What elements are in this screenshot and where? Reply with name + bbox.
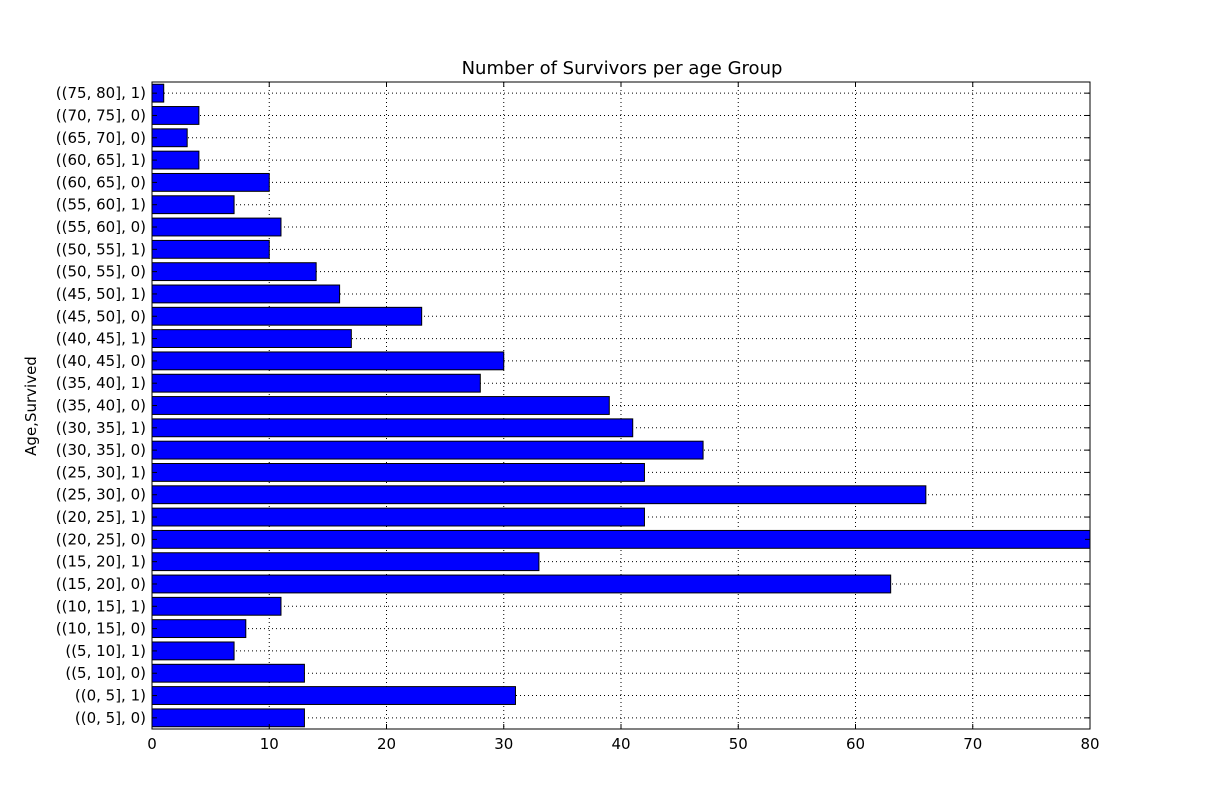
bar — [151, 284, 341, 304]
bar — [151, 641, 235, 661]
bar — [151, 150, 200, 170]
axis-ticks — [151, 82, 1091, 729]
bar — [151, 663, 305, 683]
y-axis-label: Age,Survived — [22, 356, 40, 456]
y-tick-label: ((60, 65], 1) — [56, 151, 146, 169]
bar — [151, 106, 200, 125]
y-tick-label: ((0, 5], 0) — [75, 709, 146, 727]
x-tick-label: 50 — [729, 735, 748, 753]
y-tick-label: ((45, 50], 0) — [56, 307, 146, 325]
y-tick-label: ((15, 20], 0) — [56, 575, 146, 593]
bar — [151, 239, 270, 259]
bar — [151, 708, 305, 728]
y-tick-labels: ((0, 5], 0) ((0, 5], 1) ((5, 10], 0) ((5, 1… — [56, 84, 146, 727]
y-tick-label: ((50, 55], 0) — [56, 263, 146, 281]
y-tick-label: ((10, 15], 1) — [56, 597, 146, 615]
x-tick-label: 60 — [846, 735, 865, 753]
bar — [151, 172, 270, 192]
y-tick-label: ((55, 60], 1) — [56, 196, 146, 214]
bar — [151, 574, 892, 594]
x-tick-label: 80 — [1080, 735, 1099, 753]
y-tick-label: ((35, 40], 0) — [56, 397, 146, 415]
x-tick-label: 0 — [147, 735, 157, 753]
y-tick-label: ((35, 40], 1) — [56, 374, 146, 392]
y-tick-label: ((5, 10], 1) — [65, 642, 146, 660]
x-tick-label: 70 — [963, 735, 982, 753]
bar — [151, 440, 704, 460]
y-tick-label: ((75, 80], 1) — [56, 84, 146, 102]
y-tick-label: ((10, 15], 0) — [56, 620, 146, 638]
bar — [151, 552, 540, 572]
y-tick-label: ((25, 30], 0) — [56, 486, 146, 504]
bar — [151, 686, 516, 705]
y-tick-label: ((30, 35], 0) — [56, 441, 146, 459]
bar — [151, 128, 188, 148]
bar — [151, 195, 235, 215]
y-tick-label: ((20, 25], 0) — [56, 530, 146, 548]
y-tick-label: ((70, 75], 0) — [56, 106, 146, 124]
x-tick-label: 30 — [494, 735, 513, 753]
bar — [151, 329, 352, 348]
bar — [151, 396, 610, 415]
y-tick-label: ((15, 20], 1) — [56, 553, 146, 571]
bar — [151, 217, 282, 237]
bar — [151, 507, 645, 527]
bars — [151, 83, 1091, 728]
y-tick-label: ((55, 60], 0) — [56, 218, 146, 236]
y-tick-label: ((40, 45], 0) — [56, 352, 146, 370]
y-tick-label: ((45, 50], 1) — [56, 285, 146, 303]
y-tick-label: ((20, 25], 1) — [56, 508, 146, 526]
y-tick-label: ((5, 10], 0) — [65, 664, 146, 682]
x-tick-label: 40 — [611, 735, 630, 753]
y-tick-label: ((60, 65], 0) — [56, 173, 146, 191]
y-tick-label: ((50, 55], 1) — [56, 240, 146, 258]
y-tick-label: ((25, 30], 1) — [56, 463, 146, 481]
x-tick-label: 10 — [260, 735, 279, 753]
bar — [151, 529, 1091, 549]
y-tick-label: ((30, 35], 1) — [56, 419, 146, 437]
x-tick-labels: 0 10 20 30 40 50 60 70 80 — [147, 735, 1099, 753]
x-tick-label: 20 — [377, 735, 396, 753]
bar — [151, 463, 645, 482]
y-tick-label: ((0, 5], 1) — [75, 687, 146, 705]
bar — [151, 596, 282, 616]
bar — [151, 373, 481, 393]
y-tick-label: ((40, 45], 1) — [56, 330, 146, 348]
bar — [151, 418, 634, 438]
bar — [151, 351, 505, 371]
bar — [151, 619, 247, 639]
y-tick-label: ((65, 70], 0) — [56, 129, 146, 147]
chart-title: Number of Survivors per age Group — [462, 58, 783, 79]
bar — [151, 306, 423, 326]
bar — [151, 262, 317, 282]
bar — [151, 485, 927, 505]
